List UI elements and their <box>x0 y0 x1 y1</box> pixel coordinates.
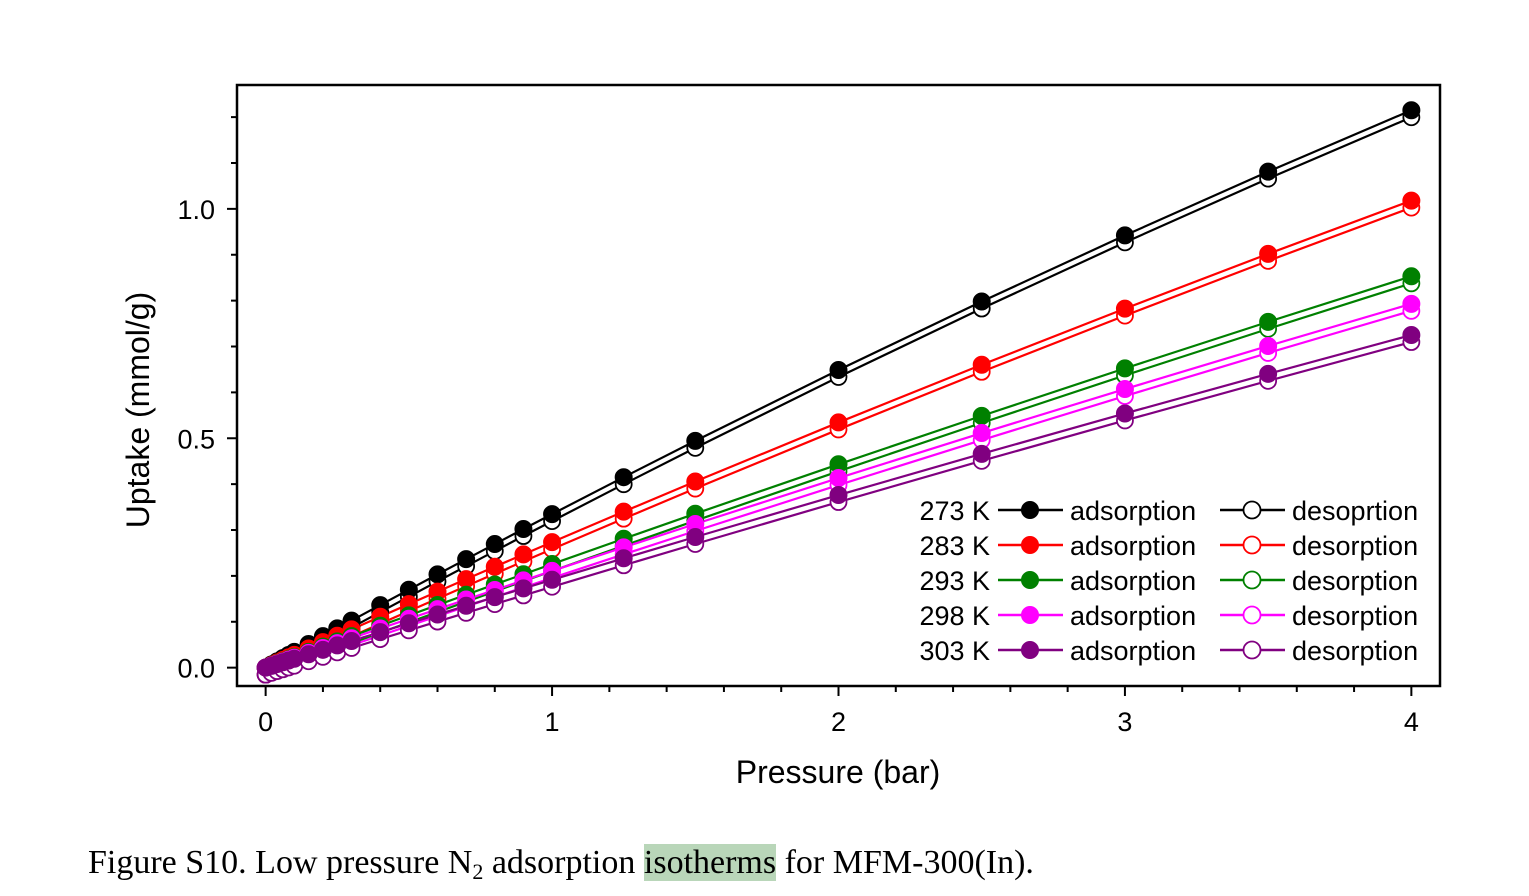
adsorption-point <box>399 614 418 633</box>
adsorption-point <box>1259 364 1278 383</box>
adsorption-point <box>614 502 633 521</box>
x-tick-label: 2 <box>831 707 846 737</box>
legend-des-label: desorption <box>1292 601 1418 631</box>
adsorption-point <box>1259 244 1278 263</box>
caption-highlight: isotherms <box>643 844 777 881</box>
adsorption-point <box>457 550 476 569</box>
legend-ads-marker <box>1021 501 1039 519</box>
legend-temperature: 303 K <box>919 636 990 666</box>
adsorption-point <box>543 533 562 552</box>
adsorption-point <box>829 469 848 488</box>
adsorption-point <box>485 557 504 576</box>
y-tick-label: 0.5 <box>177 424 215 454</box>
adsorption-point <box>457 570 476 589</box>
y-tick-label: 1.0 <box>177 195 215 225</box>
adsorption-point <box>829 413 848 432</box>
legend: 273 K adsorption desoprtion 283 K adsorption… <box>908 484 1433 666</box>
legend-background <box>908 484 1433 663</box>
adsorption-point <box>543 505 562 524</box>
legend-temperature: 298 K <box>919 601 990 631</box>
adsorption-point <box>972 406 991 425</box>
caption-prefix: Figure S10. Low pressure N <box>88 844 473 881</box>
legend-ads-marker <box>1021 606 1039 624</box>
legend-temperature: 293 K <box>919 566 990 596</box>
series-markers <box>256 101 1421 684</box>
adsorption-point <box>1115 299 1134 318</box>
isotherm-chart: 0 1 2 3 4 0.0 0.5 1.0 Pressure (bar) Uptake (mm… <box>120 83 1442 790</box>
x-tick-label: 3 <box>1117 707 1132 737</box>
adsorption-point <box>614 549 633 568</box>
legend-ads-label: adsorption <box>1070 496 1196 526</box>
adsorption-point <box>1402 101 1421 120</box>
figure-caption: Figure S10. Low pressure N2 adsorption i… <box>88 838 1034 888</box>
adsorption-point <box>1259 312 1278 331</box>
legend-des-marker <box>1242 570 1262 590</box>
legend-des-label: desorption <box>1292 636 1418 666</box>
adsorption-point <box>686 528 705 547</box>
adsorption-point <box>428 605 447 624</box>
legend-ads-label: adsorption <box>1070 531 1196 561</box>
caption-middle: adsorption <box>483 844 644 881</box>
legend-ads-marker <box>1021 571 1039 589</box>
adsorption-point <box>1402 326 1421 345</box>
legend-temperature: 283 K <box>919 531 990 561</box>
legend-des-label: desoprtion <box>1292 496 1418 526</box>
adsorption-point <box>972 424 991 443</box>
legend-ads-marker <box>1021 641 1039 659</box>
legend-ads-label: adsorption <box>1070 566 1196 596</box>
adsorption-point <box>686 431 705 450</box>
adsorption-point <box>428 565 447 584</box>
adsorption-point <box>1115 359 1134 378</box>
adsorption-point <box>1115 380 1134 399</box>
legend-temperature: 273 K <box>919 496 990 526</box>
adsorption-point <box>371 623 390 642</box>
adsorption-point <box>829 486 848 505</box>
legend-des-marker <box>1242 640 1262 660</box>
adsorption-point <box>342 631 361 650</box>
caption-subscript: 2 <box>472 859 484 884</box>
adsorption-point <box>485 535 504 554</box>
adsorption-point <box>1259 162 1278 181</box>
adsorption-point <box>972 355 991 374</box>
caption-suffix: for MFM-300(In). <box>776 844 1034 881</box>
y-axis-label: Uptake (mmol/g) <box>120 292 156 529</box>
legend-des-label: desorption <box>1292 531 1418 561</box>
adsorption-point <box>457 596 476 615</box>
adsorption-point <box>514 545 533 564</box>
legend-des-label: desorption <box>1292 566 1418 596</box>
adsorption-point <box>485 588 504 607</box>
legend-des-marker <box>1242 535 1262 555</box>
legend-ads-label: adsorption <box>1070 636 1196 666</box>
x-axis-label: Pressure (bar) <box>736 754 941 790</box>
x-tick-label: 1 <box>545 707 560 737</box>
adsorption-point <box>543 570 562 589</box>
adsorption-point <box>1402 191 1421 210</box>
adsorption-point <box>829 361 848 380</box>
adsorption-point <box>1402 294 1421 313</box>
adsorption-point <box>1402 267 1421 286</box>
x-tick-label: 4 <box>1404 707 1419 737</box>
legend-des-marker <box>1242 605 1262 625</box>
legend-ads-label: adsorption <box>1070 601 1196 631</box>
adsorption-point <box>1115 226 1134 245</box>
adsorption-point <box>514 579 533 598</box>
adsorption-point <box>614 468 633 487</box>
y-tick-label: 0.0 <box>177 654 215 684</box>
adsorption-point <box>1259 336 1278 355</box>
adsorption-point <box>972 292 991 311</box>
adsorption-point <box>972 444 991 463</box>
legend-des-marker <box>1242 500 1262 520</box>
adsorption-point <box>514 520 533 539</box>
x-tick-label: 0 <box>258 707 273 737</box>
adsorption-point <box>1115 404 1134 423</box>
axes: 0 1 2 3 4 0.0 0.5 1.0 <box>177 116 1419 737</box>
legend-ads-marker <box>1021 536 1039 554</box>
adsorption-point <box>686 472 705 491</box>
